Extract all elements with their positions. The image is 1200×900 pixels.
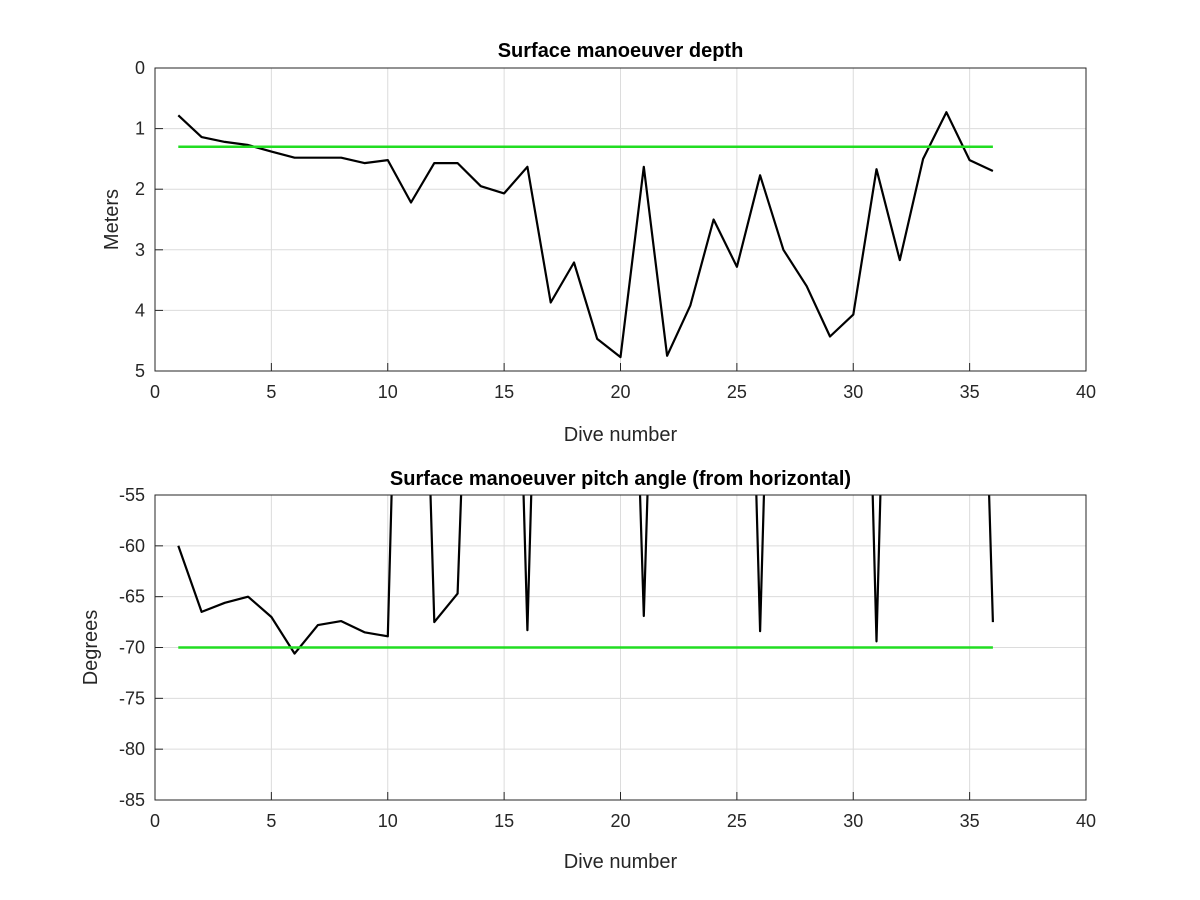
pitch-data-line bbox=[177, 495, 994, 655]
depth-x-axis-label: Dive number bbox=[564, 424, 678, 446]
pitch-y-tick-label: -85 bbox=[119, 790, 145, 810]
pitch-y-axis-label: Degrees bbox=[80, 610, 102, 686]
pitch-y-tick-label: -80 bbox=[119, 739, 145, 759]
pitch-x-tick-label: 15 bbox=[494, 811, 514, 831]
depth-x-tick-label: 0 bbox=[150, 382, 160, 402]
pitch-series-group bbox=[177, 495, 994, 655]
depth-y-tick-label: 3 bbox=[135, 240, 145, 260]
pitch-x-axis-label: Dive number bbox=[564, 851, 678, 873]
pitch-x-tick-label: 30 bbox=[843, 811, 863, 831]
depth-y-tick-label: 1 bbox=[135, 119, 145, 139]
pitch-chart-panel: 0 5 10 15 20 25 30 35 40 -55 -60 -65 -70 -75 -80 -85 Su… bbox=[80, 468, 1096, 873]
depth-x-tick-label: 30 bbox=[843, 382, 863, 402]
pitch-y-tick-label: -70 bbox=[119, 638, 145, 658]
depth-x-tick-label: 20 bbox=[610, 382, 630, 402]
depth-y-axis-label: Meters bbox=[101, 189, 123, 250]
depth-chart-title: Surface manoeuver depth bbox=[498, 40, 744, 62]
pitch-x-tick-label: 35 bbox=[960, 811, 980, 831]
depth-x-tick-label: 35 bbox=[960, 382, 980, 402]
pitch-x-tick-label: 20 bbox=[610, 811, 630, 831]
pitch-x-tick-label: 5 bbox=[266, 811, 276, 831]
depth-y-tick-label: 2 bbox=[135, 179, 145, 199]
pitch-x-tick-label: 0 bbox=[150, 811, 160, 831]
depth-x-tick-label: 5 bbox=[266, 382, 276, 402]
pitch-ticks: 0 5 10 15 20 25 30 35 40 -55 -60 -65 -70 -75 -80 -85 bbox=[119, 485, 1096, 831]
pitch-y-tick-label: -60 bbox=[119, 536, 145, 556]
pitch-chart-title: Surface manoeuver pitch angle (from hori… bbox=[390, 468, 851, 490]
depth-series-group bbox=[177, 111, 994, 359]
depth-x-tick-label: 40 bbox=[1076, 382, 1096, 402]
pitch-x-tick-label: 10 bbox=[378, 811, 398, 831]
depth-y-tick-label: 5 bbox=[135, 361, 145, 381]
depth-x-tick-label: 15 bbox=[494, 382, 514, 402]
pitch-y-tick-label: -65 bbox=[119, 587, 145, 607]
depth-x-tick-label: 10 bbox=[378, 382, 398, 402]
pitch-x-tick-label: 25 bbox=[727, 811, 747, 831]
pitch-x-tick-label: 40 bbox=[1076, 811, 1096, 831]
pitch-y-tick-label: -55 bbox=[119, 485, 145, 505]
pitch-y-tick-label: -75 bbox=[119, 688, 145, 708]
depth-y-tick-label: 4 bbox=[135, 300, 145, 320]
depth-x-tick-label: 25 bbox=[727, 382, 747, 402]
depth-y-tick-label: 0 bbox=[135, 58, 145, 78]
depth-data-line bbox=[177, 111, 994, 359]
